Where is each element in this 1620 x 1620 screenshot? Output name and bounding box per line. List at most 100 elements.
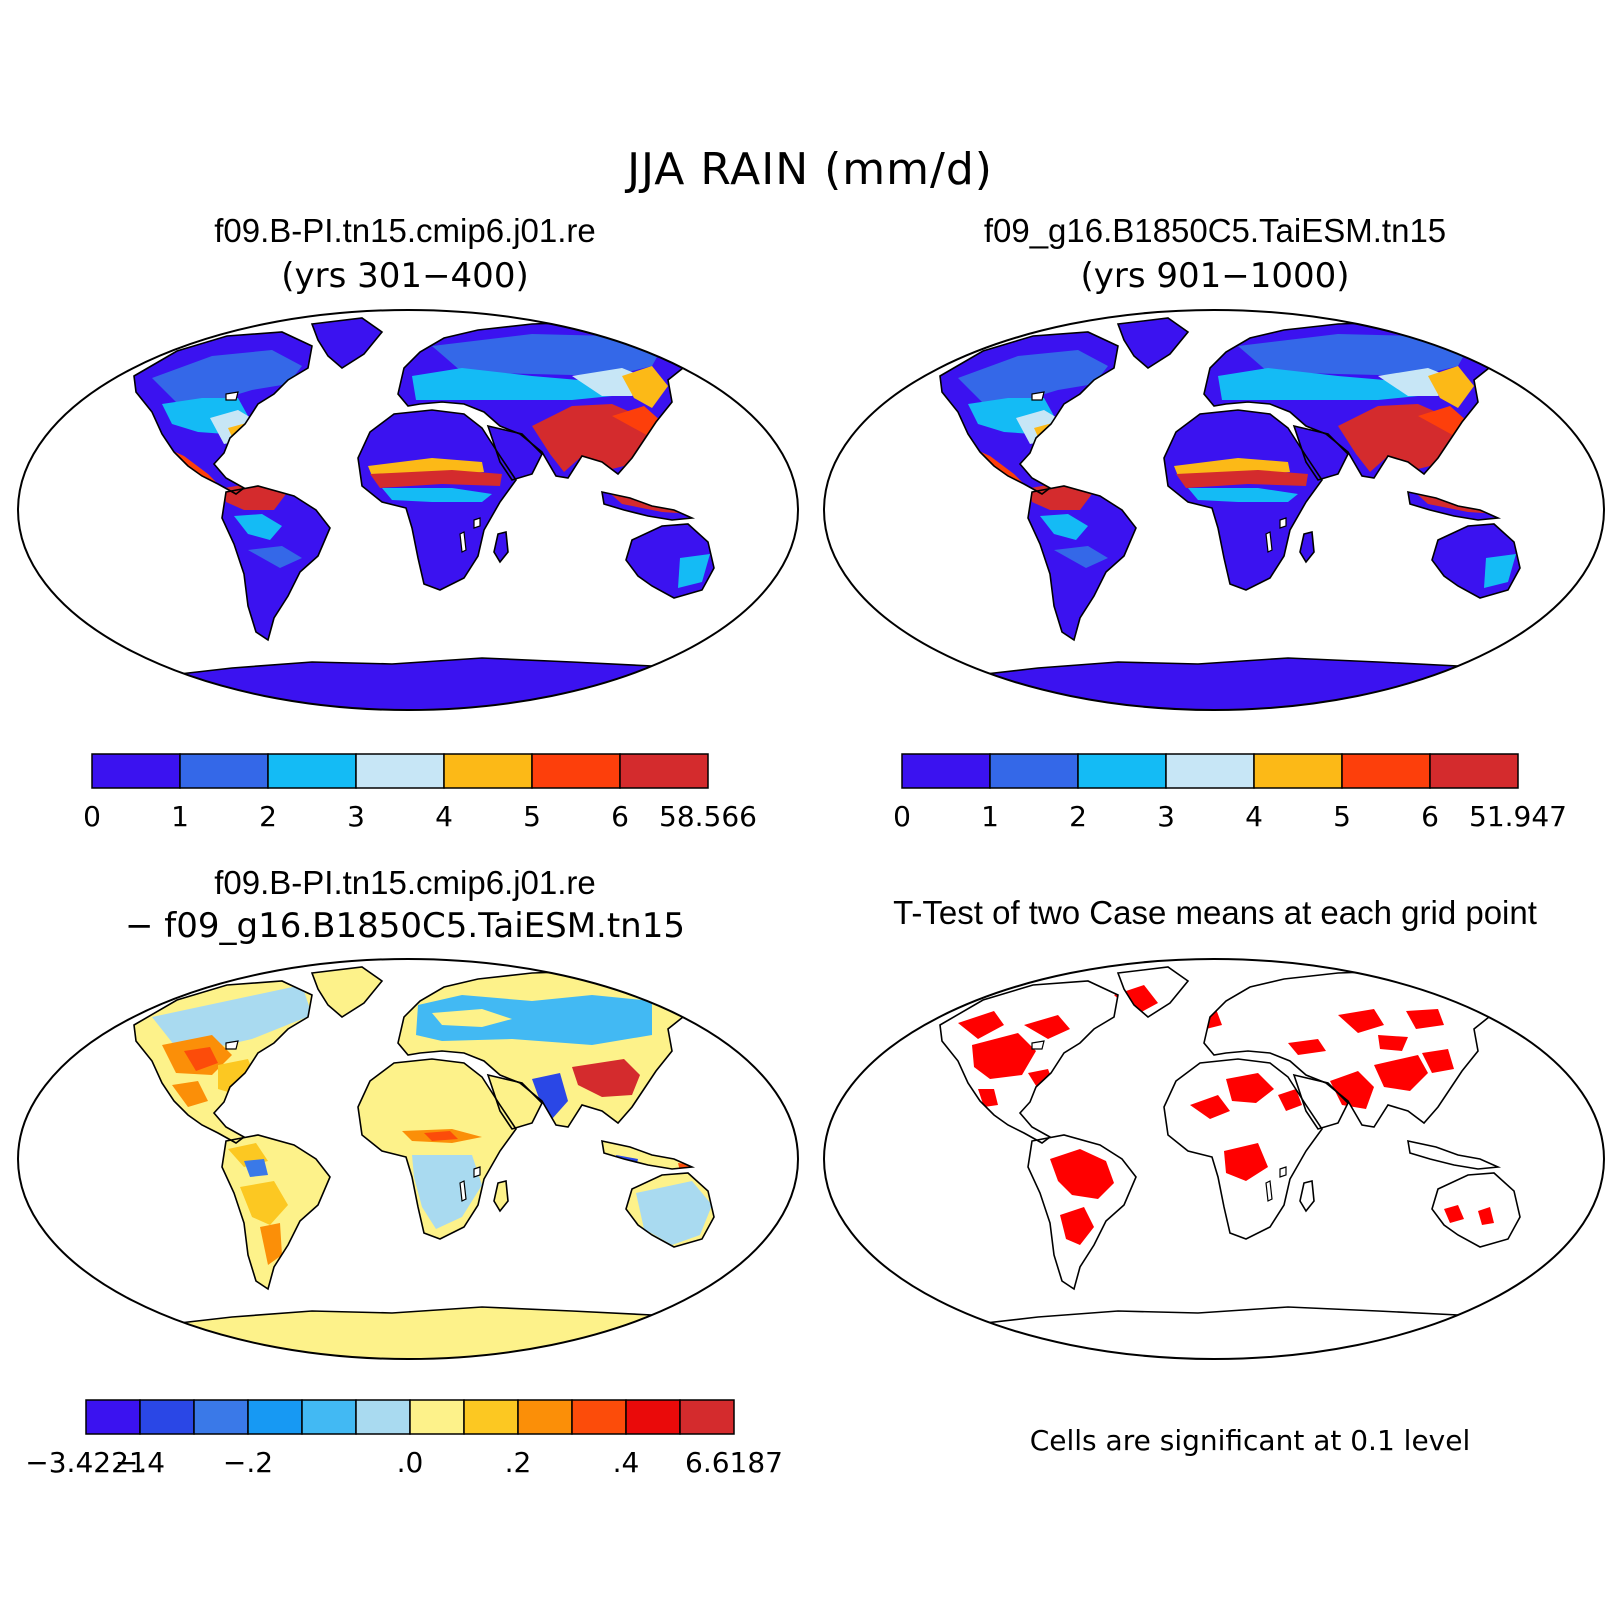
colorbar-tick-label: .2 [505, 1446, 532, 1479]
panel-title-bottom-right: T-Test of two Case means at each grid po… [893, 894, 1537, 931]
field-contour [1040, 514, 1088, 540]
significant-cells [1060, 1207, 1094, 1245]
lake-outline [1265, 1180, 1273, 1202]
coastline-north-america [133, 980, 313, 1144]
significant-cells [1338, 1009, 1384, 1033]
field-contour [1188, 488, 1298, 502]
land-greenland [1118, 318, 1188, 368]
colorbar-tick-label: 6 [1421, 800, 1439, 833]
colorbar-box [463, 1399, 519, 1435]
colorbar-tick-label: 0 [83, 800, 101, 833]
significant-cells [1050, 1149, 1114, 1199]
field-contour [1418, 406, 1468, 438]
field-contour [152, 350, 302, 404]
coastline-australia [1431, 1172, 1521, 1248]
colorbar-box [679, 1399, 735, 1435]
field-contour [248, 546, 302, 568]
colorbar-tick-label: 5 [1333, 800, 1351, 833]
colorbar-box [619, 753, 709, 789]
coastline-north-america [939, 331, 1119, 495]
colorbar-box [301, 1399, 357, 1435]
coastline-indonesia [601, 490, 696, 521]
land-arabia [1294, 1075, 1348, 1129]
coastline-australia [1431, 523, 1521, 599]
colorbar-bottom-left: −3.4221−.4 −.2 .0 .2 .4 6.6187 [25, 1399, 783, 1479]
lake-outline [225, 391, 239, 401]
colorbar-tick-label: 51.947 [1469, 800, 1567, 833]
colorbar-box [571, 1399, 627, 1435]
field-contour [362, 1065, 482, 1117]
field-contour [412, 1155, 482, 1229]
field-contour [416, 995, 652, 1045]
colorbar-box [443, 753, 533, 789]
panel-title-top-left: f09.B-PI.tn15.cmip6.j01.re [214, 212, 596, 249]
significant-cells [1406, 1009, 1444, 1029]
field-contour [162, 1311, 672, 1355]
field-contour [172, 1081, 208, 1107]
colorbar-box [409, 1399, 465, 1435]
field-contour [370, 470, 502, 488]
colorbar-box [517, 1399, 573, 1435]
colorbar-tick-label: 58.566 [659, 800, 757, 833]
colorbar-tick-label: .4 [613, 1446, 640, 1479]
coastline-madagascar [1299, 1179, 1315, 1213]
significant-cells [1190, 1095, 1230, 1119]
colorbar-box [1429, 753, 1519, 789]
field-contour [488, 1077, 532, 1125]
field-contour [572, 1059, 640, 1097]
coastline-eurasia [397, 970, 693, 1128]
colorbar-box [989, 753, 1079, 789]
field-contour [412, 368, 612, 400]
land-antarctica [968, 1307, 1490, 1359]
field-contour [260, 1223, 282, 1265]
colorbar-tick-label: 6 [611, 800, 629, 833]
map-body [17, 309, 799, 711]
colorbar-box [901, 753, 991, 789]
land-antarctica [968, 658, 1490, 710]
lake-outline [473, 1166, 481, 1178]
colorbar-tick-label: −3.4221 [25, 1446, 146, 1479]
lake-outline [473, 517, 481, 529]
coastline-arabia [1292, 1073, 1349, 1130]
significance-note: Cells are significant at 0.1 level [1029, 1424, 1471, 1457]
coastline-greenland [310, 317, 384, 369]
map-top-right [823, 309, 1605, 711]
colorbar-box [139, 1399, 195, 1435]
coastline-north-america [939, 980, 1119, 1144]
significant-cells [958, 1011, 1004, 1039]
coastline-indonesia [1407, 1139, 1502, 1170]
colorbar-tick-label: 5 [523, 800, 541, 833]
colorbar-box [91, 753, 181, 789]
field-contour [958, 350, 1108, 404]
colorbar-tick-label: −.4 [115, 1446, 165, 1479]
field-contour [424, 1131, 458, 1141]
lake-outline [1279, 1166, 1287, 1178]
colorbar-box [85, 1399, 141, 1435]
colorbar-box [1341, 753, 1431, 789]
field-contour [572, 1095, 632, 1125]
significant-cells [1444, 1205, 1464, 1223]
significant-cells [1278, 1089, 1302, 1111]
coastline-greenland [1116, 966, 1190, 1018]
coastline-indonesia [1407, 490, 1502, 521]
colorbar-top-left: 0 1 2 3 4 5 6 58.566 [83, 753, 757, 833]
colorbar-tick-label: 3 [1157, 800, 1175, 833]
colorbar-box [193, 1399, 249, 1435]
land-indonesia [1408, 1141, 1498, 1169]
colorbar-box [355, 753, 445, 789]
coastline-madagascar [493, 530, 509, 564]
map-border [823, 958, 1605, 1360]
map-bottom-left [17, 958, 799, 1360]
coastline-australia [625, 523, 715, 599]
colorbar-box [179, 753, 269, 789]
colorbar-box [1253, 753, 1343, 789]
significant-cells [1378, 1035, 1408, 1051]
field-contour [1484, 554, 1516, 588]
significant-cells [972, 1033, 1036, 1079]
colorbar-tick-label: .0 [397, 1446, 424, 1479]
colorbar-box [1077, 753, 1167, 789]
colorbar-top-right: 0 1 2 3 4 5 6 51.947 [893, 753, 1567, 833]
coastline-africa [1163, 1058, 1323, 1240]
field-contour [184, 1047, 218, 1071]
field-contour [342, 969, 372, 997]
